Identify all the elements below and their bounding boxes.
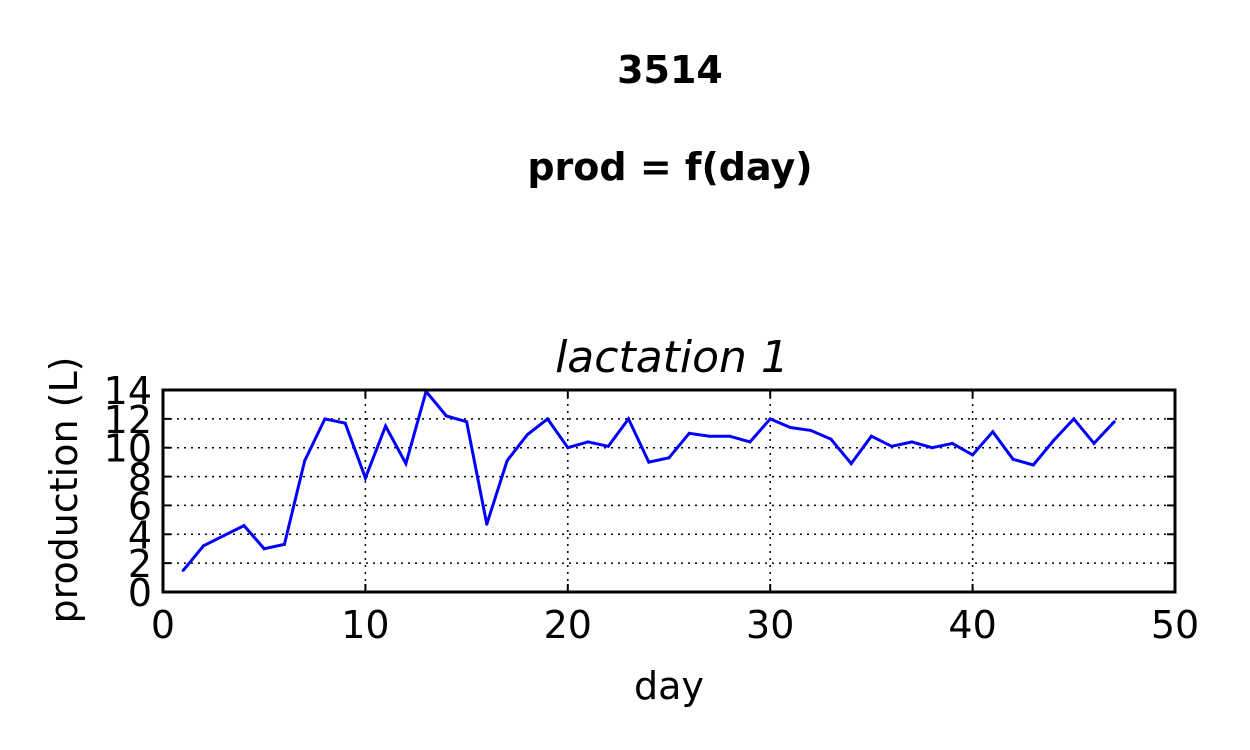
data-point [323,417,327,421]
data-point [485,522,489,526]
series-layer [181,388,1116,572]
data-point [242,524,246,528]
data-point [849,462,853,466]
y-axis-label: production (L) [42,357,86,624]
data-point [768,417,772,421]
data-point [869,434,873,438]
x-tick-labels: 0 10 20 30 40 50 [151,603,1199,647]
x-tick-label: 0 [151,603,175,647]
data-point [647,460,651,464]
data-point [1072,417,1076,421]
y-tick-label: 10 [104,427,152,471]
data-point [809,428,813,432]
x-tick-label: 50 [1151,603,1199,647]
data-point [343,421,347,425]
data-point [363,476,367,480]
data-point [748,440,752,444]
y-tick-label: 2 [128,542,152,586]
x-tick-label: 40 [948,603,996,647]
series-line [182,388,1116,572]
data-point [1011,457,1015,461]
data-point [788,426,792,429]
data-point [505,459,509,463]
y-tick-label: 0 [128,571,152,615]
data-point [303,459,307,463]
data-point [222,534,226,538]
y-tick-label: 6 [128,484,152,528]
data-point [728,434,732,438]
data-point [384,424,388,428]
data-point [444,414,448,418]
data-point [465,420,469,424]
data-point [667,456,671,460]
data-point [910,440,914,444]
data-point [991,430,995,434]
data-point [1092,441,1096,445]
data-point [829,437,833,441]
data-point [181,568,185,572]
data-point [606,444,610,448]
data-point [1052,439,1056,442]
data-point [404,462,408,466]
x-tick-label: 10 [341,603,389,647]
data-point [525,433,529,437]
grid-lines [163,390,1175,592]
data-point [971,453,975,457]
data-point [586,440,590,444]
x-tick-label: 20 [544,603,592,647]
data-point [687,431,691,435]
figure-suptitle-formula: prod = f(day) [527,145,813,189]
data-point [566,446,570,450]
axes-title: lactation 1 [555,332,789,383]
data-point [262,547,266,551]
data-point [708,434,711,438]
data-point [546,417,550,421]
x-tick-label: 30 [746,603,794,647]
data-point [1112,420,1116,424]
y-tick-label: 4 [128,513,152,557]
figure-suptitle-id: 3514 [617,48,723,92]
data-point [950,441,954,445]
data-point [1031,463,1035,467]
x-axis-label: day [634,664,704,708]
data-point [202,544,205,548]
data-point [930,446,934,450]
y-tick-label: 12 [104,398,152,442]
data-point [890,444,894,448]
data-point [627,417,630,421]
tick-marks [162,389,1176,593]
y-tick-label: 8 [128,456,152,500]
data-point [282,542,286,546]
y-tick-label: 14 [104,369,152,413]
axes-frame [161,388,1177,594]
